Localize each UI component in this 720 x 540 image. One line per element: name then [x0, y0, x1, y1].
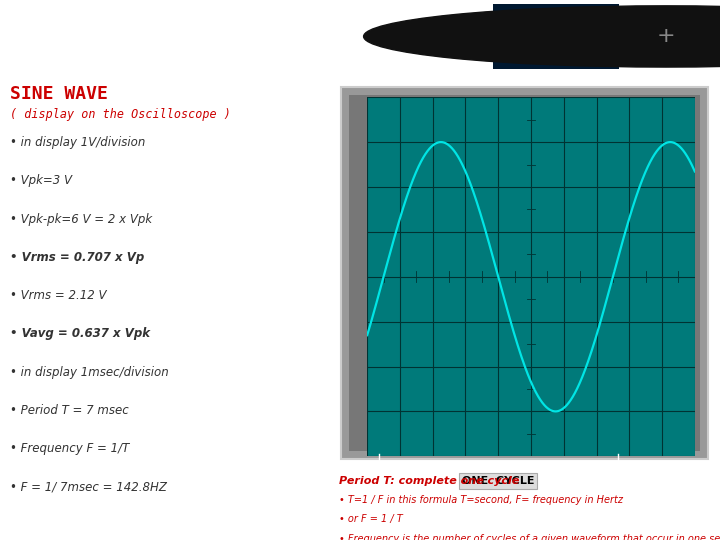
- Text: • Frequency is the number of cycles of a given waveform that occur in one second: • Frequency is the number of cycles of a…: [339, 534, 720, 540]
- Text: SINE WAVE: SINE WAVE: [10, 85, 108, 103]
- Text: • Vrms = 2.12 V: • Vrms = 2.12 V: [10, 289, 107, 302]
- Text: Electronic Technician Certification Program: Electronic Technician Certification Prog…: [9, 33, 446, 51]
- Text: • Vpk=3 V: • Vpk=3 V: [10, 174, 72, 187]
- Text: CONTINUING: CONTINUING: [500, 28, 580, 38]
- Text: SAN DIEGO: SAN DIEGO: [500, 11, 557, 21]
- Text: • Frequency F = 1/T: • Frequency F = 1/T: [10, 442, 129, 455]
- FancyBboxPatch shape: [341, 87, 708, 459]
- Text: • Vrms = 0.707 x Vp: • Vrms = 0.707 x Vp: [10, 251, 144, 264]
- Text: • Vavg = 0.637 x Vpk: • Vavg = 0.637 x Vpk: [10, 327, 150, 340]
- Text: Period T: complete one cycle: Period T: complete one cycle: [339, 476, 520, 487]
- Text: ( display on the Oscilloscope ): ( display on the Oscilloscope ): [10, 108, 230, 121]
- Text: • or F = 1 / T: • or F = 1 / T: [339, 514, 403, 524]
- Text: • F = 1/ 7msec = 142.8HZ: • F = 1/ 7msec = 142.8HZ: [10, 481, 167, 494]
- Text: • Vpk-pk=6 V = 2 x Vpk: • Vpk-pk=6 V = 2 x Vpk: [10, 213, 152, 226]
- Circle shape: [364, 6, 720, 67]
- Text: • in display 1msec/division: • in display 1msec/division: [10, 366, 168, 379]
- Text: • in display 1V/division: • in display 1V/division: [10, 136, 145, 149]
- Text: ONE  CYCLE: ONE CYCLE: [462, 476, 534, 486]
- Text: +: +: [657, 26, 675, 46]
- FancyBboxPatch shape: [493, 4, 619, 69]
- Text: EDUCATION: EDUCATION: [500, 48, 559, 57]
- Text: • Period T = 7 msec: • Period T = 7 msec: [10, 404, 129, 417]
- FancyBboxPatch shape: [349, 95, 701, 451]
- Text: • T=1 / F in this formula T=second, F= frequency in Hertz: • T=1 / F in this formula T=second, F= f…: [339, 495, 624, 505]
